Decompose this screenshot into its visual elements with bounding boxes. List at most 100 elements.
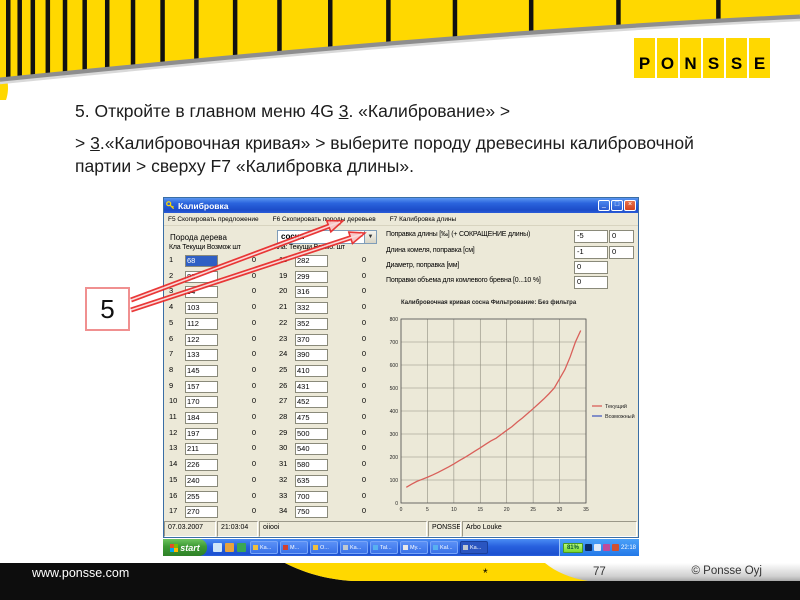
setting-input[interactable]: 0: [574, 276, 608, 289]
value-input[interactable]: 580: [295, 459, 328, 472]
value-input[interactable]: 316: [295, 286, 328, 299]
value-input[interactable]: 255: [185, 490, 218, 503]
svg-text:800: 800: [390, 317, 399, 323]
value-input[interactable]: 157: [185, 380, 218, 393]
task-button-icon: [463, 545, 468, 550]
svg-text:0: 0: [395, 501, 398, 507]
value-input[interactable]: 475: [295, 412, 328, 424]
value-input[interactable]: 299: [295, 270, 328, 283]
footer: www.ponsse.com * 77 © Ponsse Oyj: [0, 563, 800, 600]
value-input[interactable]: 452: [295, 396, 328, 409]
svg-text:600: 600: [390, 363, 399, 369]
tray-icon[interactable]: [584, 544, 592, 551]
value-input[interactable]: 431: [295, 380, 328, 393]
possible-count: 0: [251, 506, 256, 516]
task-button-icon: [283, 545, 288, 550]
svg-text:100: 100: [390, 478, 399, 484]
task-button[interactable]: M...: [280, 541, 308, 554]
value-input[interactable]: 133: [185, 349, 218, 362]
page-number: 77: [593, 566, 606, 578]
possible-count: 0: [361, 270, 366, 280]
possible-count: 0: [251, 443, 256, 453]
value-input[interactable]: 332: [295, 302, 328, 315]
value-input[interactable]: 197: [185, 427, 218, 440]
task-button[interactable]: Ka...: [250, 541, 278, 554]
value-input[interactable]: 750: [295, 506, 328, 519]
class-number: 15: [169, 474, 178, 484]
speaker-icon[interactable]: [593, 544, 601, 551]
class-number: 32: [279, 474, 288, 484]
table-row: 9 157 0: [164, 380, 379, 395]
value-input[interactable]: 240: [185, 474, 218, 487]
task-buttons: Ka... M... O... Ka... Tal... My... Kal... Ka...: [250, 541, 488, 554]
value-input[interactable]: 390: [295, 349, 328, 362]
instruction-line-2: > 3.«Калибровочная кривая» > выберите по…: [75, 133, 694, 177]
task-button[interactable]: O...: [310, 541, 338, 554]
task-button-icon: [373, 545, 378, 550]
task-button[interactable]: My...: [400, 541, 428, 554]
svg-text:10: 10: [451, 507, 457, 513]
task-button[interactable]: Ka...: [460, 541, 488, 554]
class-number: 25: [279, 364, 288, 374]
quick-launch-icon[interactable]: [213, 543, 222, 552]
tray-icon[interactable]: [602, 544, 610, 551]
class-number: 14: [169, 459, 178, 469]
quick-launch-icon[interactable]: [225, 543, 234, 552]
value-input[interactable]: 270: [185, 506, 218, 519]
logo-letter: S: [726, 38, 747, 78]
window-titlebar[interactable]: Калибровка _ □ ×: [164, 198, 638, 213]
value-input[interactable]: 226: [185, 459, 218, 472]
setting-input[interactable]: 0: [574, 261, 608, 274]
class-number: 27: [279, 396, 288, 406]
setting-input[interactable]: 0: [609, 230, 634, 243]
value-input[interactable]: 410: [295, 364, 328, 377]
setting-input[interactable]: -1: [574, 246, 608, 259]
species-combobox[interactable]: сосна ▼: [277, 230, 377, 244]
value-input[interactable]: 122: [185, 333, 218, 346]
value-input[interactable]: 170: [185, 396, 218, 409]
task-button[interactable]: Tal...: [370, 541, 398, 554]
restore-button[interactable]: □: [611, 200, 623, 211]
quick-launch: [213, 543, 246, 552]
value-input[interactable]: 282: [295, 255, 328, 267]
table-row: 30 540 0: [164, 443, 379, 457]
app-key-icon: [166, 201, 175, 210]
menu-item-f7[interactable]: F7 Калибровка длины: [389, 215, 457, 223]
value-input[interactable]: 352: [295, 317, 328, 330]
minimize-button[interactable]: _: [598, 200, 610, 211]
class-number: 18: [279, 255, 288, 264]
value-input[interactable]: 635: [295, 474, 328, 487]
table-row: 6 122 0: [164, 333, 379, 348]
close-button[interactable]: ×: [624, 200, 636, 211]
possible-count: 0: [251, 333, 256, 343]
value-input[interactable]: 112: [185, 317, 218, 330]
value-input[interactable]: 184: [185, 412, 218, 424]
task-button[interactable]: Kal...: [430, 541, 458, 554]
start-button[interactable]: start: [163, 539, 207, 556]
chevron-down-icon[interactable]: ▼: [364, 231, 376, 243]
tray-icon[interactable]: [611, 544, 619, 551]
value-input[interactable]: 500: [295, 427, 328, 440]
svg-text:500: 500: [390, 386, 399, 392]
menu-item-f5[interactable]: F5 Скопировать предложение: [168, 215, 259, 223]
value-input[interactable]: 145: [185, 364, 218, 377]
class-number: 7: [169, 349, 174, 359]
task-button[interactable]: Ka...: [340, 541, 368, 554]
value-input[interactable]: 370: [295, 333, 328, 346]
possible-count: 0: [361, 396, 366, 406]
setting-input[interactable]: 0: [609, 246, 634, 259]
quick-launch-icon[interactable]: [237, 543, 246, 552]
value-input[interactable]: 700: [295, 490, 328, 503]
setting-input[interactable]: -5: [574, 230, 608, 243]
value-input[interactable]: 540: [295, 443, 328, 456]
class-number: 20: [279, 286, 288, 296]
calibration-window: Калибровка _ □ × F5 Скопировать предложе…: [163, 197, 639, 538]
value-input[interactable]: 211: [185, 443, 218, 456]
possible-count: 0: [251, 380, 256, 390]
possible-count: 0: [361, 380, 366, 390]
possible-count: 0: [361, 349, 366, 359]
possible-count: 0: [361, 286, 366, 296]
class-number: 31: [279, 459, 288, 469]
taskbar-clock: 22:18: [620, 544, 636, 551]
menu-item-f6[interactable]: F6 Скопировать породы деревьев: [272, 215, 376, 223]
